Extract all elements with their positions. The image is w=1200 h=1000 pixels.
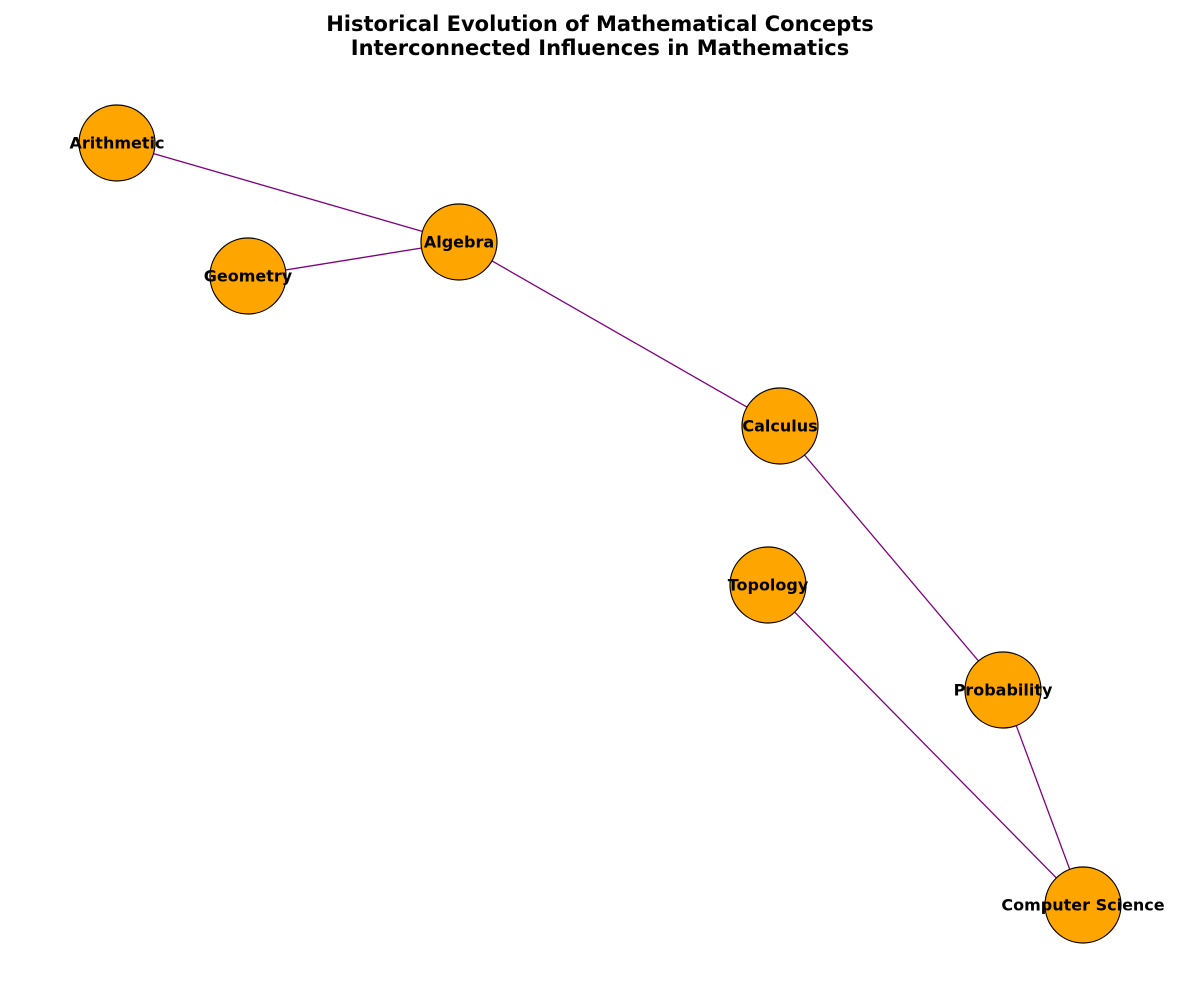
node-circle-calculus bbox=[741, 387, 819, 465]
node-circle-geometry bbox=[209, 237, 287, 315]
node-label-geometry: Geometry bbox=[204, 267, 293, 286]
node-arithmetic: Arithmetic bbox=[70, 104, 165, 182]
edge-arithmetic-algebra bbox=[116, 142, 460, 243]
node-algebra: Algebra bbox=[420, 203, 498, 281]
diagram-title: Historical Evolution of Mathematical Con… bbox=[0, 12, 1200, 60]
nodes-layer: Arithmetic Geometry Algebra Calculus Topolog… bbox=[70, 104, 1165, 944]
node-label-topology: Topology bbox=[728, 576, 809, 595]
title-line-1: Historical Evolution of Mathematical Con… bbox=[326, 12, 874, 36]
node-probability: Probability bbox=[954, 651, 1053, 729]
node-circle-arithmetic bbox=[78, 104, 156, 182]
node-calculus: Calculus bbox=[741, 387, 819, 465]
node-topology: Topology bbox=[728, 546, 809, 624]
node-circle-topology bbox=[729, 546, 807, 624]
node-geometry: Geometry bbox=[204, 237, 293, 315]
node-label-calculus: Calculus bbox=[742, 417, 817, 436]
node-label-algebra: Algebra bbox=[424, 233, 494, 252]
node-label-probability: Probability bbox=[954, 681, 1053, 700]
node-computer-science: Computer Science bbox=[1001, 866, 1165, 944]
node-circle-computer-science bbox=[1044, 866, 1122, 944]
edge-algebra-calculus bbox=[458, 241, 781, 427]
node-circle-probability bbox=[964, 651, 1042, 729]
title-line-2: Interconnected Influences in Mathematics bbox=[350, 36, 850, 60]
node-label-computer-science: Computer Science bbox=[1001, 896, 1164, 915]
edge-calculus-probability bbox=[779, 425, 1004, 691]
edge-topology-computer-science bbox=[767, 584, 1084, 906]
node-circle-algebra bbox=[420, 203, 498, 281]
node-label-arithmetic: Arithmetic bbox=[70, 134, 165, 153]
